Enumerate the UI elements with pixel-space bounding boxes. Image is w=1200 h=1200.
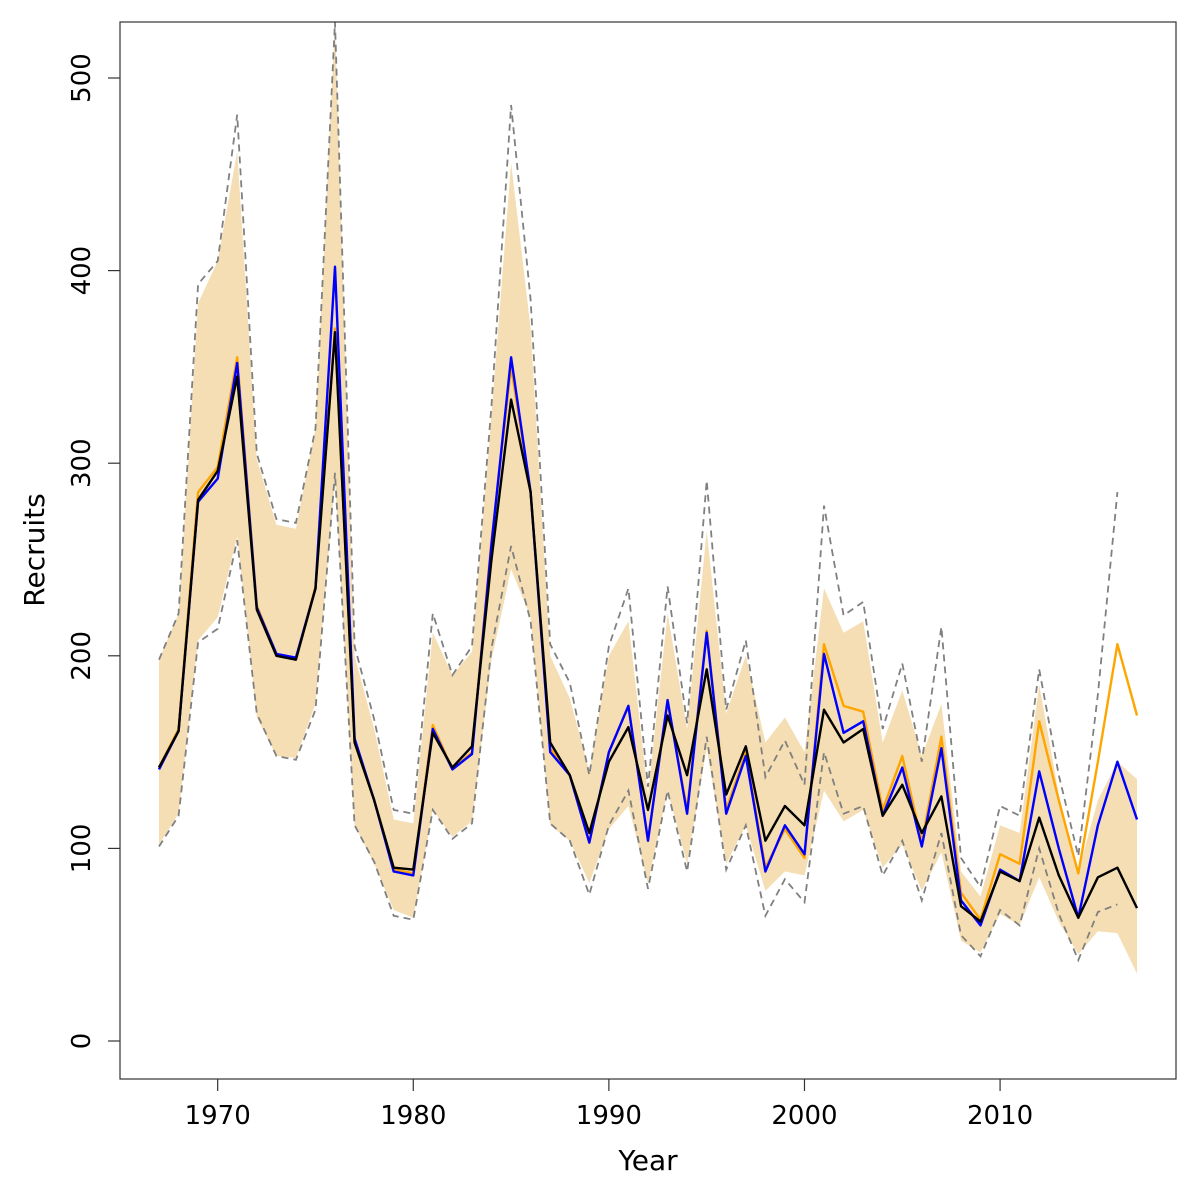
x-tick-label-1970: 1970 [185, 1101, 251, 1131]
series-layer [157, 265, 1139, 927]
x-tick-label-2000: 2000 [771, 1101, 837, 1131]
y-tick-label-0: 0 [67, 1033, 97, 1050]
y-tick-label-300: 300 [67, 438, 97, 488]
x-axis-label: Year [617, 1144, 678, 1177]
dashed-interval-layer [158, 21, 1119, 963]
x-tick-label-1990: 1990 [576, 1101, 642, 1131]
x-axis: 1970 1980 1990 2000 2010 [185, 1079, 1033, 1131]
series-line-black [157, 331, 1139, 923]
x-tick-label-1980: 1980 [380, 1101, 446, 1131]
y-tick-label-200: 200 [67, 631, 97, 681]
y-tick-label-500: 500 [67, 53, 97, 103]
confidence-band [159, 22, 1137, 974]
x-tick-label-2010: 2010 [967, 1101, 1033, 1131]
y-axis: 0 100 200 300 400 500 [67, 53, 120, 1049]
y-tick-label-400: 400 [67, 246, 97, 296]
y-tick-label-100: 100 [67, 824, 97, 874]
plot-frame [119, 21, 1177, 1080]
confidence-band-layer [159, 22, 1137, 974]
y-axis-label: Recruits [18, 493, 51, 606]
dashed-lower-line [158, 472, 1118, 963]
